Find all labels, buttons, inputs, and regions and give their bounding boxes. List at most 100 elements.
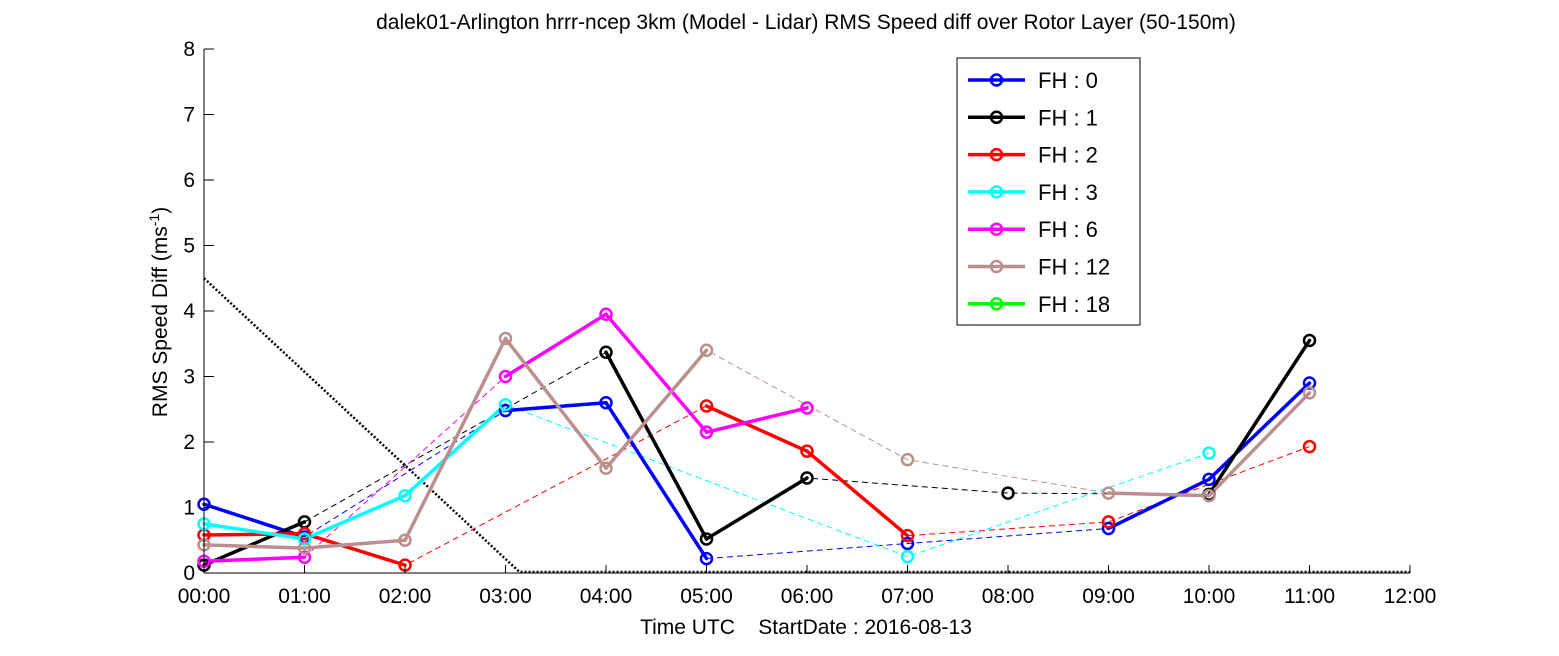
legend-marker-fh-0 xyxy=(989,73,1004,87)
series-fh-0-segment xyxy=(1207,381,1312,482)
legend-marker-fh-2 xyxy=(989,147,1004,162)
series-fh-0-segment xyxy=(503,400,608,413)
series-fh-0-segment xyxy=(604,400,709,561)
series-fh-2-point xyxy=(297,526,312,541)
legend-label-fh-2: FH : 2 xyxy=(1038,143,1098,168)
series-fh-1-point xyxy=(1302,333,1317,348)
series-fh-0-segment xyxy=(1106,477,1211,531)
series-fh-6-point xyxy=(498,369,513,384)
series-fh-1-segment xyxy=(202,520,307,567)
series-fh-12-point xyxy=(1101,486,1116,500)
series-fh-3-segment xyxy=(403,402,508,498)
series-fh-12-point xyxy=(599,461,613,475)
markers-layer xyxy=(197,307,1317,572)
series-fh-1-point xyxy=(1001,486,1015,500)
series-fh-0-point xyxy=(1101,521,1116,536)
legend-label-fh-12: FH : 12 xyxy=(1038,255,1110,280)
series-fh-0-point xyxy=(1202,472,1216,487)
y-tick-label: 7 xyxy=(183,104,195,127)
y-tick-label: 3 xyxy=(183,366,195,389)
series-fh-0-point xyxy=(599,395,613,410)
legend-label-fh-1: FH : 1 xyxy=(1038,105,1098,130)
y-axis-label-main: RMS Speed Diff (ms xyxy=(149,226,172,417)
y-tick-label: 0 xyxy=(183,562,195,585)
series-fh-3-point xyxy=(398,488,412,503)
series-fh-3-point xyxy=(1202,446,1216,460)
series-fh-12-segment xyxy=(503,336,608,470)
series-fh-12-point xyxy=(699,343,714,358)
series-fh-0-segment xyxy=(202,502,307,539)
series-fh-6-dashed-line xyxy=(203,313,808,562)
series-fh-12-dashed-line xyxy=(203,337,1310,549)
series-fh-6-point xyxy=(699,425,714,439)
solid-lines-layer xyxy=(202,312,1312,567)
x-tick-label: 12:00 xyxy=(1384,585,1437,608)
series-fh-1-segment xyxy=(604,350,709,541)
series-fh-3-point xyxy=(297,532,312,546)
legend-marker-fh-6 xyxy=(989,222,1004,236)
series-fh-12-point xyxy=(498,331,513,346)
legend-box xyxy=(956,57,1141,326)
x-tick-label: 08:00 xyxy=(982,585,1035,608)
y-tick-label: 4 xyxy=(183,300,195,323)
series-fh-3-segment xyxy=(302,493,407,541)
series-fh-6-segment xyxy=(604,312,709,434)
legend-marker-fh-3 xyxy=(989,185,1004,199)
series-fh-12-segment xyxy=(302,538,407,550)
series-fh-0-point xyxy=(699,551,714,566)
series-fh-1-segment xyxy=(1207,338,1312,497)
x-tick-label: 11:00 xyxy=(1284,585,1335,608)
x-tick-label: 05:00 xyxy=(680,585,733,608)
series-fh-1-segment xyxy=(704,476,809,541)
legend-label-fh-6: FH : 6 xyxy=(1038,217,1098,242)
legend-marker-fh-18 xyxy=(989,297,1004,311)
y-tick-label: 2 xyxy=(183,431,195,454)
series-fh-6-segment xyxy=(704,406,809,434)
series-fh-2-point xyxy=(1101,515,1116,529)
x-tick-label: 03:00 xyxy=(479,585,532,608)
series-fh-3-point xyxy=(498,397,513,412)
series-fh-2-point xyxy=(1302,439,1317,454)
series-fh-12-point xyxy=(1302,386,1317,400)
series-fh-3-point xyxy=(900,549,915,564)
series-fh-2-segment xyxy=(704,404,809,453)
legend-label-fh-0: FH : 0 xyxy=(1038,68,1098,93)
series-fh-1-point xyxy=(800,471,814,485)
legend-label-fh-3: FH : 3 xyxy=(1038,180,1098,205)
series-fh-12-segment xyxy=(604,348,709,470)
y-axis-label-close: ) xyxy=(149,207,172,214)
x-tick-label: 00:00 xyxy=(178,585,231,608)
x-axis-label: Time UTC StartDate : 2016-08-13 xyxy=(640,616,972,639)
x-tick-label: 02:00 xyxy=(379,585,432,608)
series-fh-6-segment xyxy=(503,312,608,379)
y-axis-label: RMS Speed Diff (ms-1) xyxy=(146,207,172,417)
series-fh-1-point xyxy=(599,345,613,360)
series-fh-12-segment xyxy=(1106,491,1211,498)
legend: FH : 0 FH : 1 FH : 2 FH : 3 FH : 6 FH : 12 FH … xyxy=(956,57,1141,326)
x-tick-label: 01:00 xyxy=(278,585,331,608)
reference-line-layer xyxy=(203,277,1410,574)
series-fh-3-segment xyxy=(202,522,307,541)
series-fh-12-point xyxy=(1202,488,1216,503)
series-fh-6-point xyxy=(800,401,814,415)
series-fh-1-dashed-line xyxy=(203,340,1310,566)
series-fh-0-point xyxy=(900,536,915,551)
legend-marker-fh-1 xyxy=(989,110,1004,125)
series-fh-2-point xyxy=(800,444,814,458)
series-fh-6-point xyxy=(599,307,613,322)
legend-marker-fh-12 xyxy=(989,259,1004,274)
series-fh-6-segment xyxy=(202,555,307,563)
series-fh-12-segment xyxy=(1207,391,1312,498)
series-fh-2-point xyxy=(900,528,915,543)
reference-dotted-line xyxy=(203,277,522,574)
series-fh-12-segment xyxy=(202,543,307,550)
x-tick-label: 07:00 xyxy=(881,585,934,608)
series-fh-1-point xyxy=(699,532,714,546)
y-tick-label: 1 xyxy=(183,497,195,520)
series-fh-0-dashed-line xyxy=(203,382,1310,560)
y-tick-label: 6 xyxy=(183,169,195,192)
x-tick-label: 06:00 xyxy=(781,585,834,608)
series-fh-12-point xyxy=(297,541,312,555)
series-fh-2-segment xyxy=(805,449,910,538)
